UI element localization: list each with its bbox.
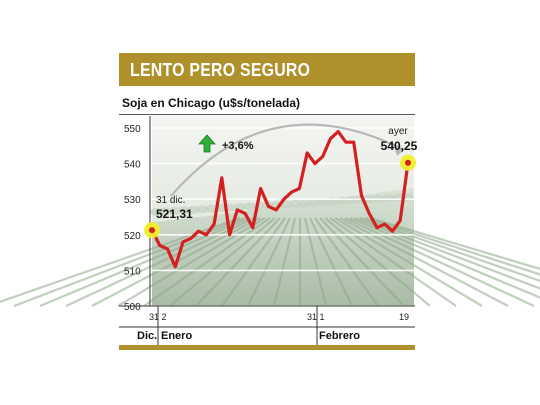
- tree-blob: [159, 207, 172, 216]
- tree-blob: [308, 198, 321, 207]
- month-label-febrero: Febrero: [319, 330, 360, 342]
- start-point: [149, 227, 155, 234]
- trend-arc: [170, 123, 405, 197]
- series-marks: [144, 123, 416, 269]
- crop-row: [221, 217, 286, 307]
- crop-row: [314, 217, 379, 307]
- crop-row: [272, 217, 297, 307]
- tree-blob: [298, 199, 311, 208]
- crop-row: [329, 217, 457, 307]
- title-banner: LENTO PERO SEGURO: [119, 53, 415, 86]
- crop-row: [319, 217, 405, 307]
- change-label: +3,6%: [222, 140, 254, 152]
- start-date-label: 31 dic.: [156, 195, 185, 206]
- up-arrow-icon: [198, 134, 216, 153]
- tree-blob: [177, 206, 190, 215]
- crop-row: [364, 216, 540, 276]
- crop-row: [349, 216, 540, 299]
- y-tick-label-520: 520: [124, 231, 141, 242]
- crop-row: [324, 217, 431, 307]
- bottom-bar: [119, 345, 415, 350]
- field-background: [152, 188, 414, 306]
- crop-row: [334, 217, 483, 307]
- crop-row: [303, 217, 328, 307]
- crop-row: [169, 217, 276, 307]
- annotation-labels: 31 dic.521,31 ayer 540,25 +3,6%: [156, 126, 418, 221]
- tree-blob: [168, 206, 181, 215]
- start-value-label: 521,31: [156, 207, 193, 221]
- chart-subtitle: Soja en Chicago (u$s/tonelada): [122, 96, 301, 110]
- y-tick-label-550: 550: [124, 124, 141, 135]
- end-value-label: 540,25: [381, 139, 418, 153]
- y-tick-label-530: 530: [124, 195, 141, 206]
- crop-row: [143, 217, 271, 307]
- month-label-enero: Enero: [161, 330, 193, 342]
- end-point: [405, 159, 411, 166]
- plot-background: [0, 116, 540, 308]
- crop-row: [65, 217, 256, 307]
- y-tick-label-510: 510: [124, 266, 141, 277]
- crop-row: [339, 217, 509, 307]
- chart-title: LENTO PERO SEGURO: [130, 60, 311, 80]
- x-tick-label-3: 1: [319, 312, 324, 322]
- crop-row: [354, 216, 540, 290]
- x-tick-label-2: 31: [307, 312, 317, 322]
- header-divider: [119, 114, 415, 115]
- crop-row: [117, 217, 266, 307]
- crop-row: [359, 216, 540, 283]
- tree-blob: [289, 199, 302, 208]
- tree-blob: [150, 208, 162, 216]
- crop-row: [369, 216, 540, 271]
- crop-row: [309, 217, 353, 307]
- crop-row: [195, 217, 281, 307]
- tree-blob: [317, 198, 330, 207]
- crop-row: [39, 216, 251, 308]
- month-label-dic: Dic.: [137, 330, 158, 342]
- crop-row: [344, 217, 535, 307]
- tree-blob: [196, 205, 209, 214]
- tree-blob: [382, 194, 395, 203]
- end-date-label: ayer: [388, 126, 408, 137]
- x-tick-label-1: 2: [161, 312, 166, 322]
- price-line: [150, 130, 410, 269]
- trend-arc-head: [394, 146, 404, 156]
- y-tick-label-500: 500: [124, 302, 141, 313]
- tree-blob: [187, 205, 200, 214]
- x-tick-label-4: 19: [399, 312, 409, 322]
- crop-row: [247, 217, 291, 307]
- month-row: Dic. Enero Febrero: [119, 327, 415, 345]
- y-tick-label-540: 540: [124, 160, 141, 171]
- tree-blob: [243, 202, 255, 211]
- x-tick-label-0: 31: [149, 312, 159, 322]
